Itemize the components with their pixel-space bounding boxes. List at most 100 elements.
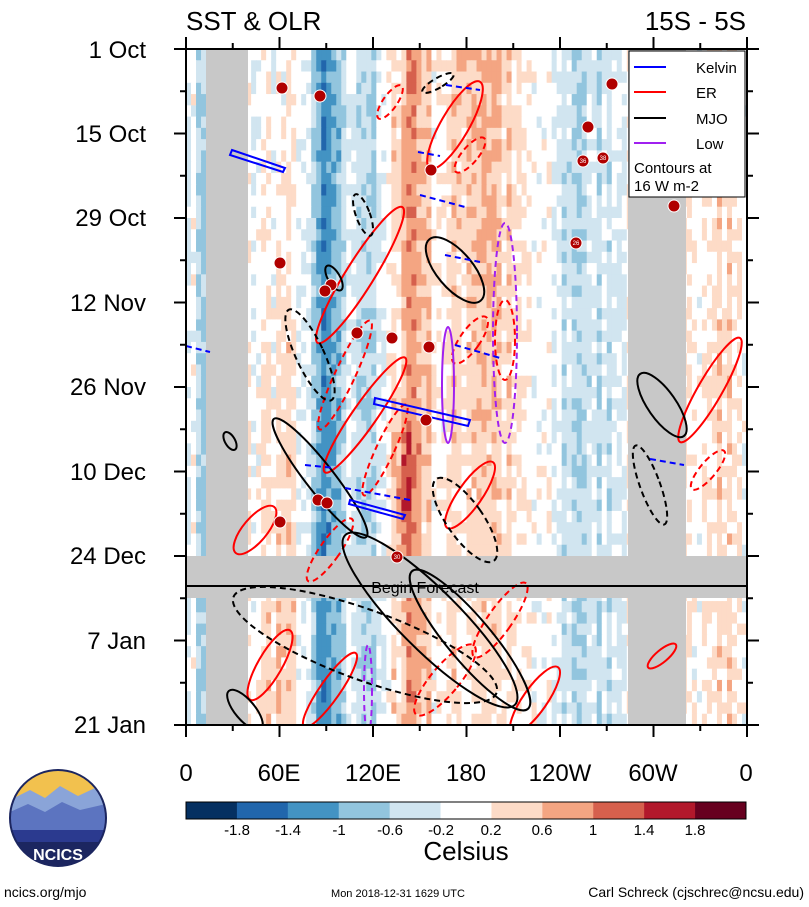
sst-anomaly-cell (196, 195, 202, 208)
sst-anomaly-cell (606, 150, 613, 163)
sst-anomaly-cell (546, 150, 553, 163)
sst-anomaly-cell (186, 229, 192, 242)
sst-anomaly-cell (301, 82, 307, 95)
sst-anomaly-cell (356, 319, 362, 332)
sst-anomaly-cell (721, 353, 728, 366)
sst-anomaly-cell (291, 161, 297, 174)
sst-anomaly-cell (611, 127, 618, 140)
sst-anomaly-cell (691, 296, 698, 309)
sst-anomaly-cell (356, 184, 362, 197)
sst-anomaly-cell (556, 60, 563, 73)
sst-anomaly-cell (201, 341, 207, 354)
sst-anomaly-cell (331, 82, 337, 95)
sst-anomaly-cell (261, 364, 267, 377)
sst-anomaly-cell (371, 488, 377, 501)
sst-anomaly-cell (471, 432, 478, 444)
sst-anomaly-cell (716, 308, 723, 320)
sst-anomaly-cell (341, 274, 347, 287)
sst-anomaly-cell (576, 409, 583, 422)
sst-anomaly-cell (276, 127, 282, 140)
sst-anomaly-cell (616, 432, 623, 444)
sst-anomaly-cell (296, 172, 302, 185)
sst-anomaly-cell (301, 71, 307, 84)
sst-anomaly-cell (566, 510, 573, 523)
sst-anomaly-cell (271, 172, 277, 185)
sst-anomaly-cell (386, 49, 392, 61)
sst-anomaly-cell (296, 206, 302, 219)
sst-anomaly-cell (581, 319, 588, 332)
sst-anomaly-cell (261, 60, 267, 73)
sst-anomaly-cell (301, 319, 307, 332)
sst-anomaly-cell (346, 161, 352, 174)
sst-anomaly-cell (361, 105, 367, 118)
sst-anomaly-cell (496, 82, 503, 95)
sst-anomaly-cell (396, 409, 402, 422)
sst-anomaly-cell (581, 274, 588, 287)
sst-anomaly-cell (256, 116, 262, 129)
sst-anomaly-cell (421, 522, 428, 535)
sst-anomaly-cell (381, 308, 387, 320)
sst-anomaly-cell (566, 105, 573, 118)
sst-anomaly-cell (421, 465, 428, 478)
sst-anomaly-cell (546, 387, 553, 399)
sst-anomaly-cell (361, 375, 367, 388)
sst-anomaly-cell (701, 387, 708, 399)
sst-anomaly-cell (711, 465, 718, 478)
sst-anomaly-cell (516, 263, 523, 275)
sst-anomaly-cell (271, 251, 277, 264)
sst-anomaly-cell (291, 184, 297, 197)
sst-anomaly-cell (431, 285, 438, 298)
sst-anomaly-cell (741, 443, 747, 456)
sst-anomaly-cell (401, 218, 407, 230)
sst-anomaly-cell (381, 139, 387, 151)
sst-anomaly-cell (591, 127, 598, 140)
sst-anomaly-cell (496, 251, 503, 264)
sst-anomaly-cell (306, 533, 312, 546)
sst-anomaly-cell (516, 139, 523, 151)
sst-anomaly-cell (476, 375, 483, 388)
sst-anomaly-cell (686, 443, 693, 456)
sst-anomaly-cell (616, 251, 623, 264)
sst-anomaly-cell (326, 172, 332, 185)
sst-anomaly-cell (541, 319, 548, 332)
sst-anomaly-cell (396, 184, 402, 197)
sst-anomaly-cell (501, 308, 508, 320)
sst-anomaly-cell (396, 533, 402, 546)
sst-anomaly-cell (416, 387, 423, 399)
sst-anomaly-cell (691, 285, 698, 298)
sst-anomaly-cell (586, 330, 593, 343)
sst-anomaly-cell (691, 420, 698, 433)
sst-anomaly-cell (586, 251, 593, 264)
sst-anomaly-cell (191, 71, 197, 84)
sst-anomaly-cell (571, 206, 578, 219)
sst-anomaly-cell (186, 263, 192, 275)
sst-anomaly-cell (306, 240, 312, 253)
sst-anomaly-cell (561, 454, 568, 467)
sst-anomaly-cell (186, 465, 192, 478)
sst-anomaly-cell (491, 195, 498, 208)
sst-anomaly-cell (701, 251, 708, 264)
sst-anomaly-cell (186, 488, 192, 501)
sst-anomaly-cell (556, 251, 563, 264)
sst-anomaly-cell (336, 116, 342, 129)
sst-anomaly-cell (596, 308, 603, 320)
sst-anomaly-cell (296, 499, 302, 512)
sst-anomaly-cell (296, 375, 302, 388)
sst-anomaly-cell (356, 443, 362, 456)
sst-anomaly-cell (281, 330, 287, 343)
sst-anomaly-cell (576, 49, 583, 61)
sst-anomaly-cell (696, 488, 703, 501)
sst-anomaly-cell (356, 364, 362, 377)
sst-anomaly-cell (416, 251, 423, 264)
sst-anomaly-cell (196, 105, 202, 118)
sst-anomaly-cell (436, 184, 443, 197)
sst-anomaly-cell (466, 218, 473, 230)
sst-anomaly-cell (566, 206, 573, 219)
sst-anomaly-cell (501, 251, 508, 264)
sst-anomaly-cell (281, 49, 287, 61)
sst-anomaly-cell (516, 274, 523, 287)
sst-anomaly-cell (546, 82, 553, 95)
sst-anomaly-cell (361, 510, 367, 523)
sst-anomaly-cell (511, 116, 518, 129)
sst-anomaly-cell (576, 94, 583, 106)
